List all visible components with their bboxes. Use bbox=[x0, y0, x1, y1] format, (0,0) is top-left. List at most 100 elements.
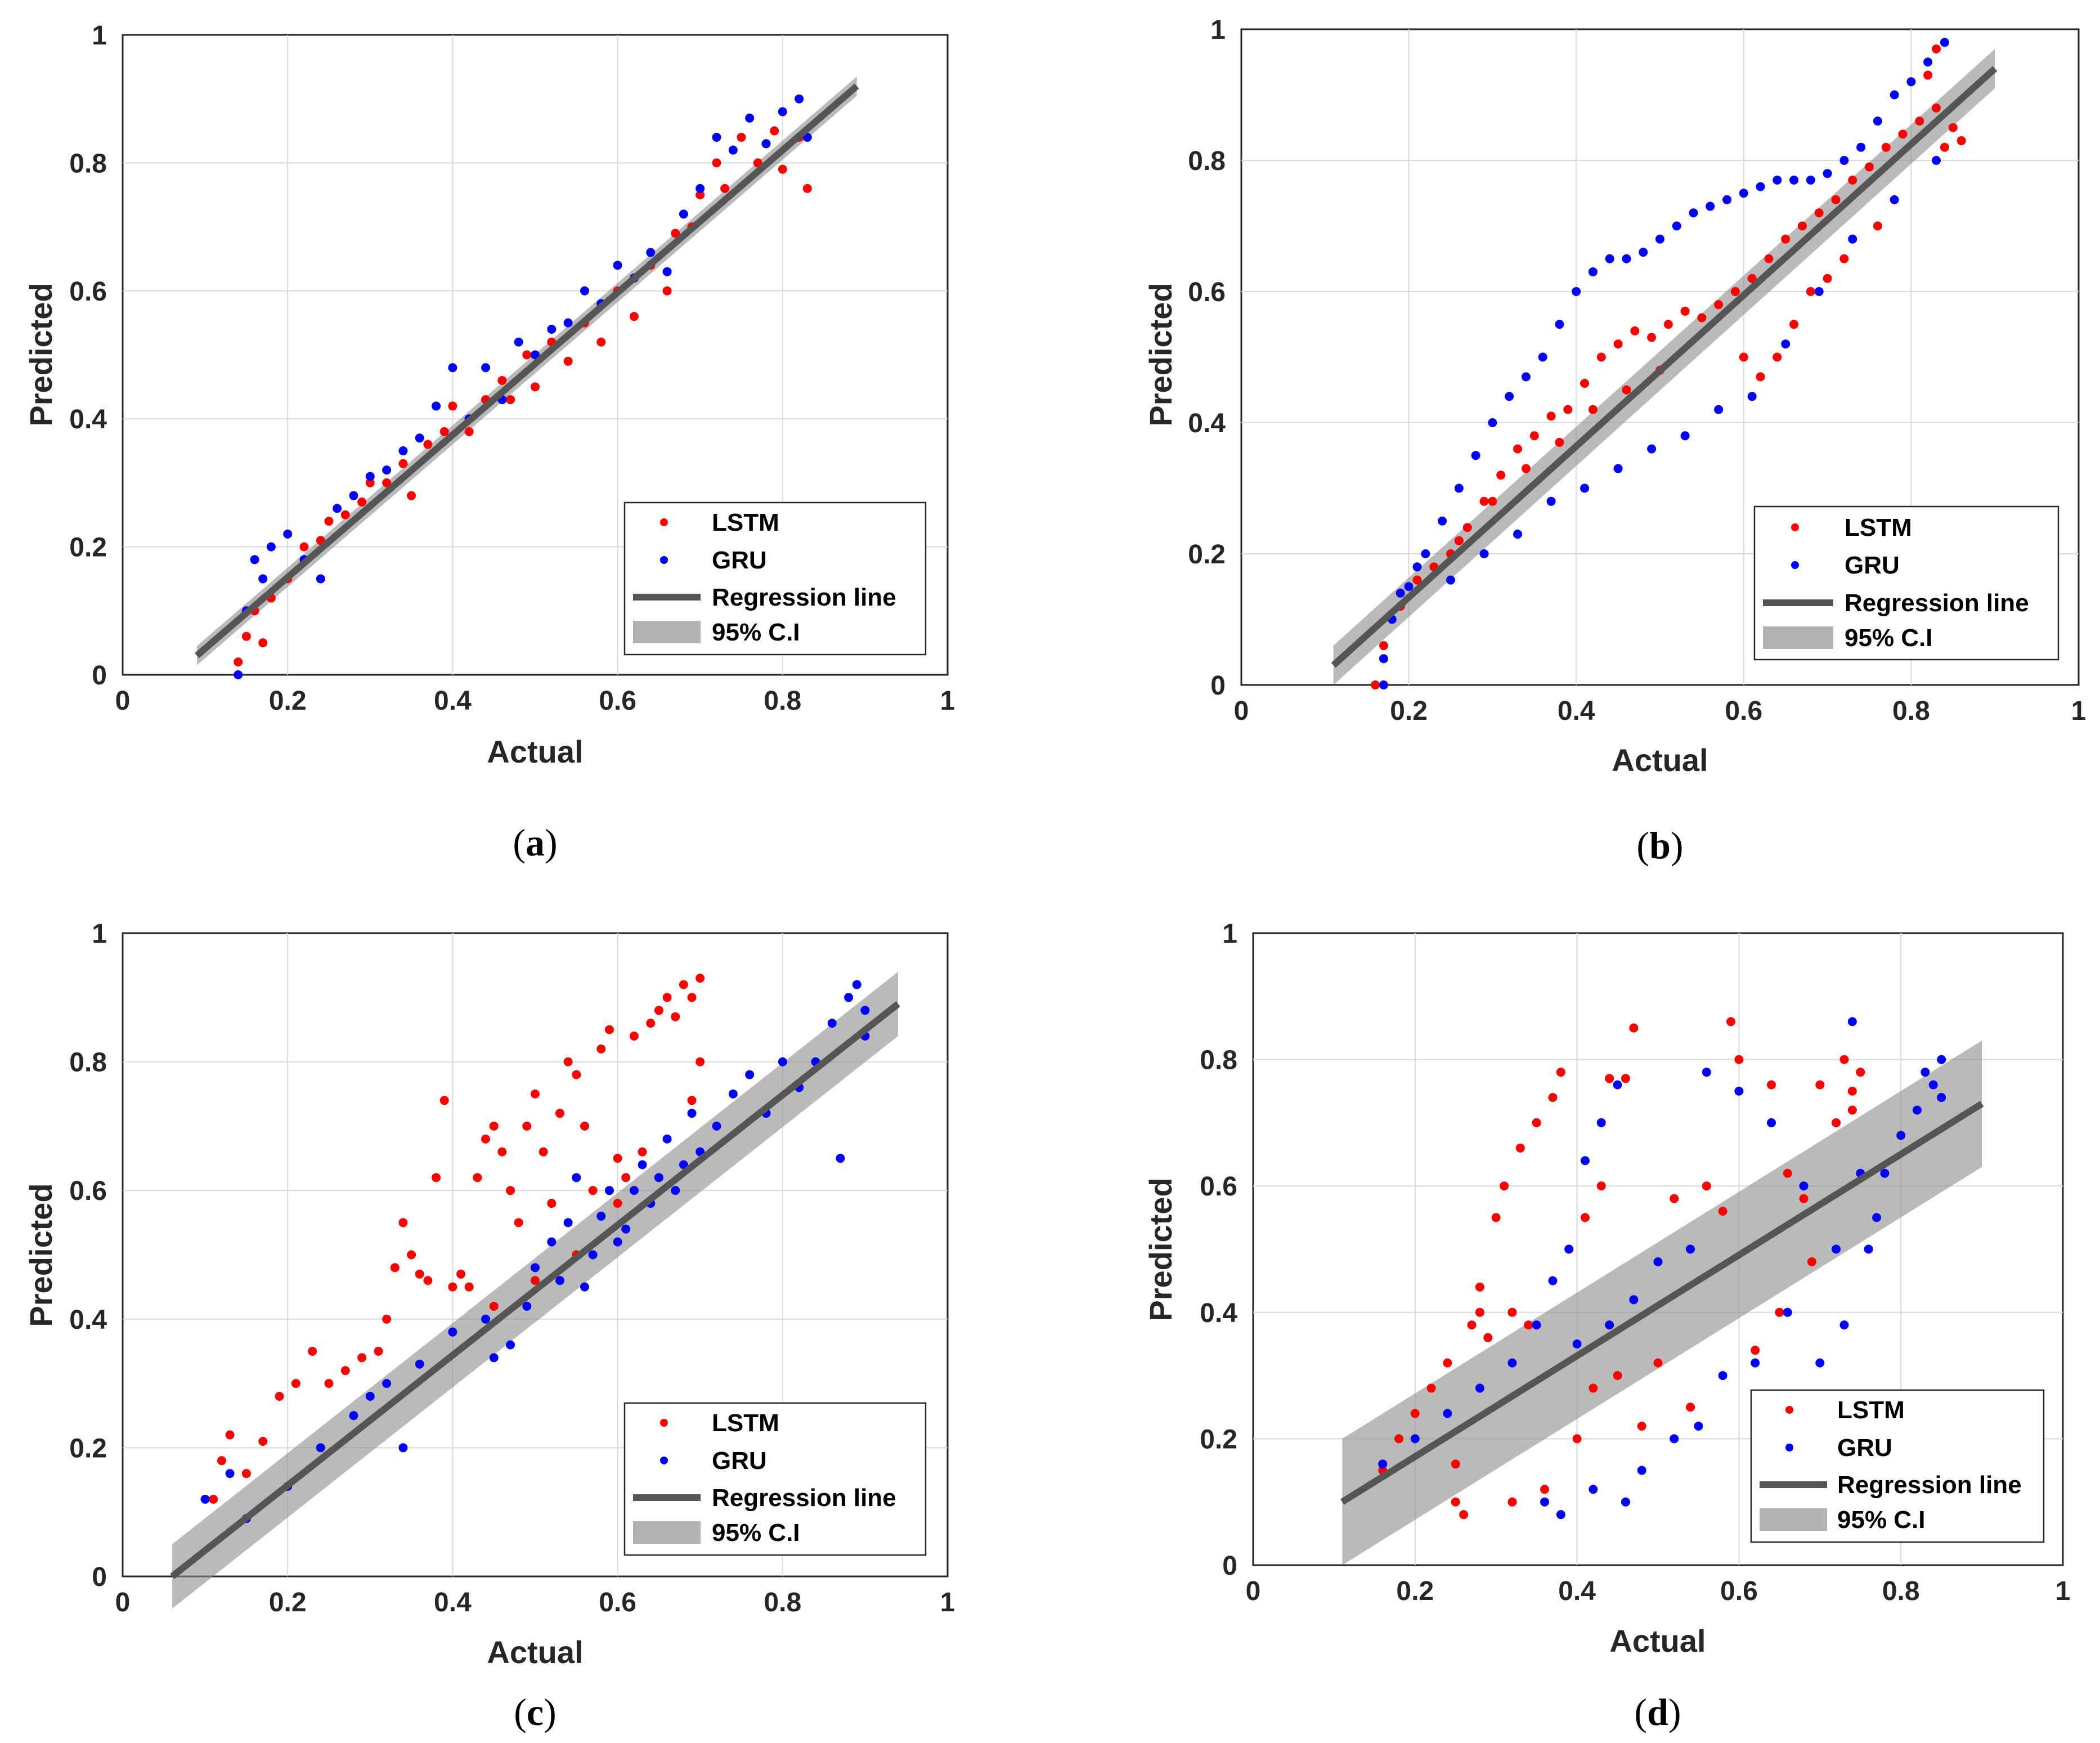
legend-regression-label: Regression line bbox=[712, 1484, 896, 1512]
lstm-point bbox=[1412, 575, 1422, 585]
gru-point bbox=[1540, 1497, 1550, 1507]
lstm-point bbox=[1580, 1213, 1590, 1222]
gru-point bbox=[1621, 1497, 1630, 1507]
y-tick-label: 0.4 bbox=[69, 1305, 107, 1335]
lstm-point bbox=[1546, 411, 1556, 421]
lstm-point bbox=[1524, 1320, 1533, 1330]
lstm-point bbox=[225, 1430, 235, 1440]
lstm-point bbox=[1507, 1307, 1517, 1317]
x-axis-title: Actual bbox=[1609, 1623, 1706, 1659]
lstm-point bbox=[1548, 1092, 1558, 1102]
gru-point bbox=[1783, 1307, 1792, 1317]
lstm-point bbox=[1556, 1068, 1565, 1077]
y-tick-label: 0.4 bbox=[69, 405, 107, 434]
lstm-point bbox=[563, 356, 573, 366]
regression-layer bbox=[1331, 66, 1998, 668]
lstm-point bbox=[1513, 444, 1523, 454]
lstm-point bbox=[423, 440, 433, 449]
gru-point bbox=[1596, 1118, 1606, 1127]
lstm-point bbox=[1451, 1459, 1460, 1469]
gru-point bbox=[712, 132, 721, 142]
lstm-point bbox=[415, 1269, 424, 1279]
lstm-point bbox=[1663, 320, 1673, 329]
lstm-point bbox=[1454, 536, 1464, 545]
y-tick-label: 1 bbox=[1222, 919, 1237, 949]
lstm-point bbox=[1847, 1086, 1857, 1096]
lstm-point bbox=[1555, 437, 1564, 447]
lstm-point bbox=[340, 1366, 350, 1375]
lstm-point bbox=[497, 1147, 507, 1157]
gru-point bbox=[728, 1089, 738, 1099]
gru-point bbox=[852, 980, 861, 989]
lstm-point bbox=[1814, 208, 1824, 218]
regression-line bbox=[1331, 66, 1998, 668]
gru-point bbox=[316, 1443, 325, 1453]
gru-point bbox=[234, 670, 243, 679]
lstm-point bbox=[1515, 1143, 1525, 1153]
gru-point bbox=[671, 1186, 680, 1195]
y-tick-label: 0 bbox=[1210, 671, 1226, 701]
gru-point bbox=[1488, 418, 1497, 427]
gru-point bbox=[1647, 444, 1657, 454]
y-tick-label: 0.6 bbox=[1200, 1172, 1237, 1202]
lstm-point bbox=[1734, 1055, 1744, 1064]
gru-point bbox=[250, 555, 259, 564]
lstm-point bbox=[1923, 70, 1933, 80]
lstm-point bbox=[489, 1301, 499, 1311]
gru-point bbox=[761, 139, 771, 149]
legend-ci-swatch bbox=[633, 1521, 701, 1544]
lstm-point bbox=[720, 183, 730, 193]
legend: LSTM GRU Regression line 95% C.I bbox=[1750, 1389, 2045, 1543]
lstm-point bbox=[390, 1263, 400, 1272]
lstm-point bbox=[432, 1173, 441, 1182]
gru-point bbox=[1479, 549, 1489, 558]
lstm-point bbox=[531, 382, 540, 392]
lstm-point bbox=[1507, 1497, 1517, 1507]
lstm-point bbox=[241, 1469, 251, 1478]
gru-point bbox=[1847, 1017, 1857, 1027]
lstm-point bbox=[1799, 1194, 1809, 1203]
lstm-point bbox=[258, 1436, 268, 1446]
gru-point bbox=[1773, 175, 1782, 185]
legend-regression-label: Regression line bbox=[1837, 1471, 2022, 1499]
lstm-point bbox=[1797, 221, 1807, 231]
gru-point bbox=[1940, 38, 1949, 47]
gru-point bbox=[1443, 1409, 1452, 1418]
lstm-point bbox=[1467, 1320, 1477, 1330]
lstm-point bbox=[638, 1147, 647, 1157]
gru-point bbox=[415, 1359, 424, 1369]
lstm-point bbox=[1775, 1307, 1784, 1317]
gru-point bbox=[1789, 175, 1799, 185]
lstm-point bbox=[382, 1314, 392, 1324]
x-tick-labels: 0 0.2 0.4 0.6 0.8 1 bbox=[115, 1588, 955, 1617]
lstm-point bbox=[1426, 1383, 1436, 1393]
gru-point bbox=[1928, 1080, 1938, 1090]
y-axis-title: Predicted bbox=[23, 283, 59, 426]
gru-point bbox=[481, 1314, 491, 1324]
regression-line bbox=[1340, 1101, 1984, 1505]
legend-gru-marker bbox=[1791, 561, 1799, 569]
gru-point bbox=[1714, 405, 1724, 414]
lstm-point bbox=[241, 631, 251, 641]
lstm-point bbox=[1848, 175, 1857, 185]
gru-point bbox=[1505, 392, 1514, 401]
gru-point bbox=[580, 1282, 589, 1292]
gru-point bbox=[1747, 392, 1757, 401]
gru-point bbox=[1538, 352, 1547, 362]
x-tick-labels: 0 0.2 0.4 0.6 0.8 1 bbox=[115, 686, 955, 716]
gru-point bbox=[1890, 90, 1899, 100]
lstm-point bbox=[308, 1346, 317, 1356]
lstm-point bbox=[1475, 1282, 1484, 1292]
gru-point bbox=[1848, 234, 1857, 244]
gru-point bbox=[580, 286, 589, 295]
gru-point bbox=[1680, 431, 1690, 441]
y-axis-title: Predicted bbox=[1143, 1177, 1178, 1321]
panel-c: 0 0.2 0.4 0.6 0.8 1 0 0.2 0.4 0.6 0.8 1 Actual Pre… bbox=[23, 919, 955, 1733]
lstm-point bbox=[1496, 471, 1506, 480]
gru-point bbox=[1873, 117, 1882, 126]
y-tick-label: 1 bbox=[92, 21, 107, 51]
y-tick-label: 0.6 bbox=[1188, 277, 1226, 307]
gru-point bbox=[662, 1134, 672, 1144]
lstm-point bbox=[654, 1006, 663, 1015]
y-tick-labels: 0 0.2 0.4 0.6 0.8 1 bbox=[1188, 15, 1226, 701]
